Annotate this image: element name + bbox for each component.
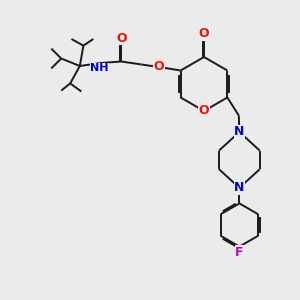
Text: N: N	[234, 125, 244, 139]
Text: O: O	[199, 104, 209, 118]
Text: F: F	[235, 246, 244, 259]
Text: O: O	[116, 32, 127, 45]
Text: NH: NH	[90, 63, 109, 74]
Text: O: O	[199, 27, 209, 40]
Text: N: N	[234, 181, 244, 194]
Text: O: O	[154, 59, 164, 73]
